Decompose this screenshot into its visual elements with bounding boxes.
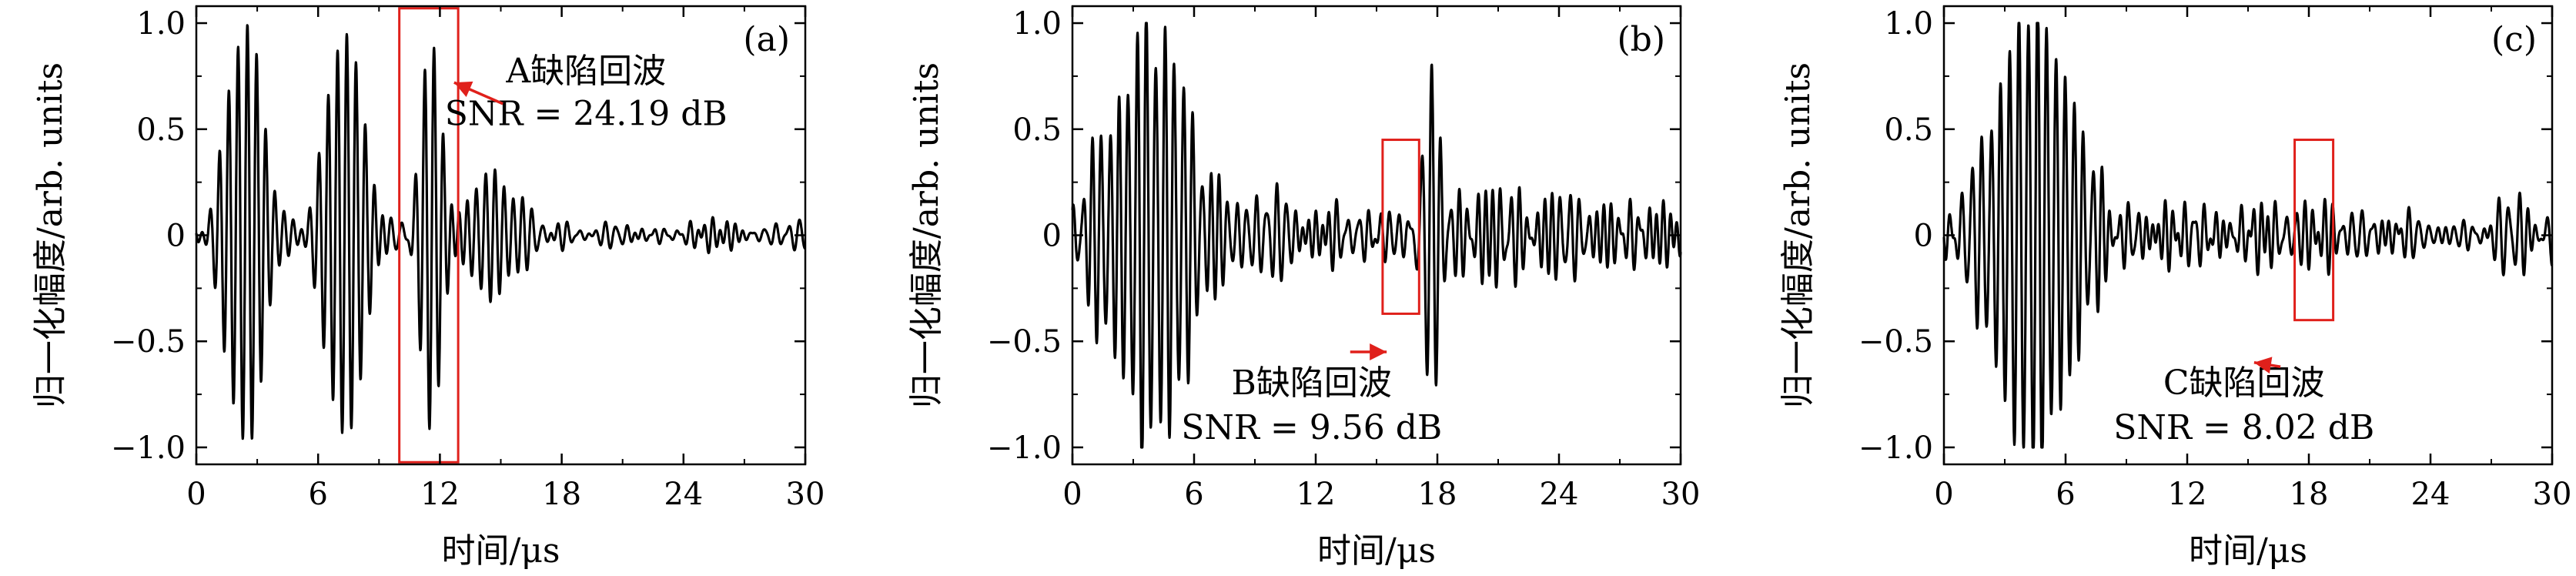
defect-echo-highlight-box [2293,139,2335,322]
annotation-echo-label: C缺陷回波 [2163,363,2325,403]
x-tick-label: 0 [1062,477,1082,512]
y-tick-label: 0.5 [1884,112,1933,148]
y-tick-label: 0.5 [136,112,186,148]
annotation-snr-label: SNR = 9.56 dB [1181,408,1442,447]
x-tick-label: 12 [2168,477,2207,512]
x-tick-label: 24 [664,477,703,512]
defect-echo-highlight-box [398,7,460,464]
x-tick-label: 30 [786,477,825,512]
x-axis-label: 时间/μs [2189,531,2307,571]
x-tick-label: 6 [2056,477,2075,512]
defect-echo-highlight-box [1381,139,1420,315]
y-tick-label: 0 [1914,219,1933,254]
x-tick-label: 12 [420,477,460,512]
annotation-snr-label: SNR = 24.19 dB [445,94,728,133]
x-tick-label: 0 [186,477,206,512]
x-tick-label: 24 [2411,477,2451,512]
y-tick-label: 0.5 [1012,112,1062,148]
annotation-snr-label: SNR = 8.02 dB [2113,408,2374,447]
x-tick-label: 24 [1540,477,1579,512]
chart-panel-c: 0 6 12 18 24 30 −1.0 −0.5 0 0.5 1.0 时间/μs 归一化幅度/arb.… [1778,5,2572,571]
x-tick-label: 30 [2533,477,2572,512]
signal-series-line [1942,22,2554,449]
annotation-arrow-head-icon [1370,343,1387,361]
y-tick-label: −1.0 [1858,430,1933,466]
x-tick-label: 6 [1184,477,1203,512]
y-tick-label: −0.5 [111,324,186,360]
y-axis-label: 归一化幅度/arb. units [31,62,70,408]
panel-label: (c) [2491,20,2537,59]
annotation-arrow-head-icon [453,81,473,98]
y-axis-label: 归一化幅度/arb. units [1778,62,1818,408]
panel-label: (b) [1618,20,1666,59]
y-tick-label: 0 [166,219,186,254]
y-tick-label: 1.0 [136,6,186,42]
annotation-arrow-head-icon [2253,357,2273,374]
signal-series-line [1071,22,1682,449]
y-tick-label: −0.5 [1858,324,1933,360]
x-tick-label: 30 [1661,477,1701,512]
x-tick-label: 6 [308,477,327,512]
y-axis-label: 归一化幅度/arb. units [907,62,946,408]
panels: 0 6 12 18 24 30 −1.0 −0.5 0 0.5 1.0 时间/μs 归一化幅度/arb.… [31,5,2572,571]
y-tick-label: 1.0 [1012,6,1062,42]
y-tick-label: −0.5 [987,324,1062,360]
y-tick-label: 0 [1042,219,1062,254]
x-axis-label: 时间/μs [442,531,560,571]
chart-panel-b: 0 6 12 18 24 30 −1.0 −0.5 0 0.5 1.0 时间/μs 归一化幅度/arb.… [907,5,1701,571]
annotation-echo-label: A缺陷回波 [505,52,666,91]
x-tick-label: 18 [2290,477,2329,512]
x-axis-label: 时间/μs [1317,531,1436,571]
x-tick-label: 0 [1934,477,1953,512]
chart-panel-a: 0 6 12 18 24 30 −1.0 −0.5 0 0.5 1.0 时间/μs 归一化幅度/arb.… [31,5,825,571]
y-tick-label: −1.0 [111,430,186,466]
x-tick-label: 12 [1296,477,1336,512]
x-tick-label: 18 [542,477,581,512]
annotation-echo-label: B缺陷回波 [1232,363,1392,403]
y-tick-label: −1.0 [987,430,1062,466]
x-tick-label: 18 [1418,477,1457,512]
panel-label: (a) [743,20,790,59]
y-tick-label: 1.0 [1884,6,1933,42]
signal-series-line [195,24,807,440]
